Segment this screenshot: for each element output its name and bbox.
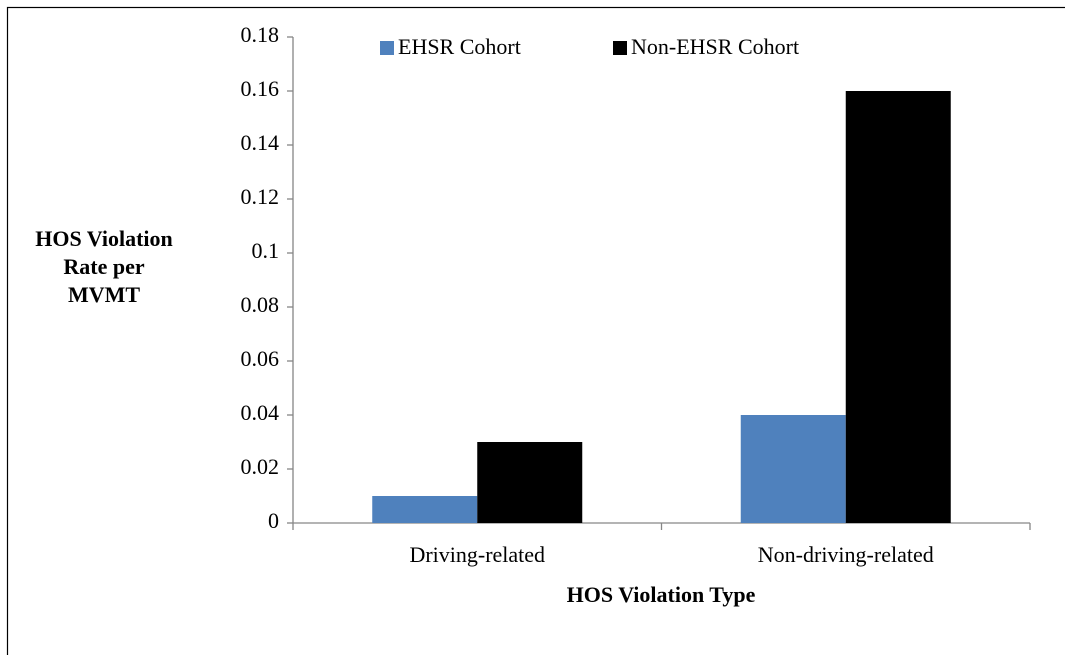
legend-swatch xyxy=(380,41,394,55)
x-tick-label: Non-driving-related xyxy=(758,542,934,567)
y-tick-label: 0.08 xyxy=(241,292,280,317)
legend-label: Non-EHSR Cohort xyxy=(631,34,799,59)
y-tick-label: 0 xyxy=(268,508,279,533)
y-tick-label: 0.06 xyxy=(241,346,280,371)
y-axis-label: MVMT xyxy=(68,282,140,307)
bar xyxy=(740,415,846,523)
y-tick-label: 0.12 xyxy=(241,184,280,209)
y-tick-label: 0.04 xyxy=(241,400,280,425)
legend-swatch xyxy=(613,41,627,55)
y-axis-label: HOS Violation xyxy=(35,226,173,251)
bar xyxy=(845,91,951,523)
chart-border xyxy=(6,6,1065,655)
y-axis-label: Rate per xyxy=(63,254,144,279)
x-axis-label: HOS Violation Type xyxy=(567,582,756,607)
bar xyxy=(372,496,478,523)
y-tick-label: 0.16 xyxy=(241,76,280,101)
legend-label: EHSR Cohort xyxy=(398,34,521,59)
x-tick-label: Driving-related xyxy=(409,542,545,567)
y-tick-label: 0.18 xyxy=(241,22,280,47)
y-tick-label: 0.02 xyxy=(241,454,280,479)
bar xyxy=(477,442,583,523)
y-tick-label: 0.1 xyxy=(252,238,280,263)
y-tick-label: 0.14 xyxy=(241,130,280,155)
